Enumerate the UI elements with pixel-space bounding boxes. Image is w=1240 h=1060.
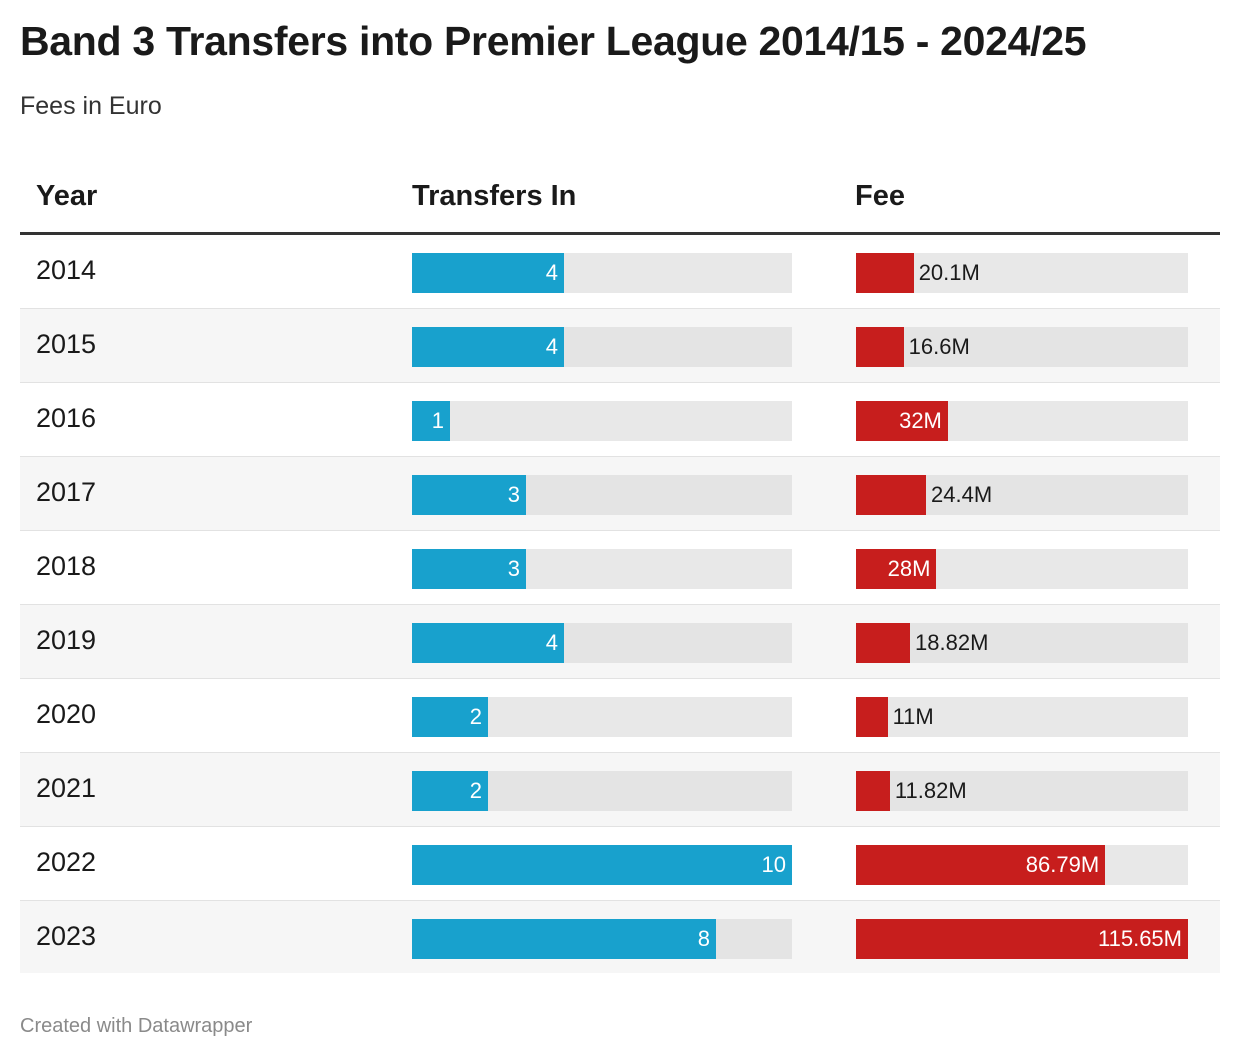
transfers-bar-track: 2 [412,771,792,811]
fee-bar [856,771,890,811]
fee-bar-track: 115.65M [856,919,1188,959]
year-cell: 2016 [36,403,97,433]
year-cell: 2014 [36,255,97,285]
transfers-bar-track: 4 [412,253,792,293]
year-cell: 2019 [36,625,97,655]
fee-bar-track: 32M [856,401,1188,441]
fee-bar [856,401,948,441]
transfers-value-label: 2 [469,704,482,729]
table-row: 2018 3 28M [20,531,1220,605]
year-cell: 2018 [36,551,97,581]
column-header-transfers-in[interactable]: Transfers In [412,180,577,212]
data-table: Year Transfers In Fee 2014 4 20.1M 2015 4 16.… [20,160,1220,973]
transfers-bar [412,771,488,811]
transfers-bar [412,697,488,737]
column-header-year[interactable]: Year [36,180,98,212]
transfers-value-label: 3 [507,556,520,581]
fee-bar [856,327,904,367]
chart-title: Band 3 Transfers into Premier League 201… [20,18,1087,64]
transfers-bar-track: 4 [412,623,792,663]
transfers-bar-track: 3 [412,475,792,515]
year-cell: 2021 [36,773,97,803]
fee-bar-track: 16.6M [856,327,1188,367]
transfers-bar [412,475,526,515]
fee-bar [856,623,911,663]
fee-bar-track: 86.79M [856,845,1188,885]
fee-bar [856,475,927,515]
transfers-bar [412,845,792,885]
fee-value-label: 32M [899,408,942,433]
year-cell: 2023 [36,921,97,951]
fee-value-label: 86.79M [1025,852,1100,877]
table-row: 2015 4 16.6M [20,309,1220,383]
table-row: 2016 1 32M [20,383,1220,457]
fee-value-label: 18.82M [915,630,989,655]
table-row: 2020 2 11M [20,679,1220,753]
transfers-bar [412,401,450,441]
credit-footer: Created with Datawrapper [20,1015,253,1037]
transfers-value-label: 10 [761,852,786,877]
transfers-value-label: 4 [545,334,558,359]
table-row: 2022 10 86.79M [20,827,1220,901]
fee-bar-track: 11.82M [856,771,1188,811]
year-cell: 2020 [36,699,97,729]
transfers-bar-track: 4 [412,327,792,367]
fee-bar [856,549,937,589]
column-header-fee[interactable]: Fee [855,180,905,212]
transfers-bar-track: 3 [412,549,792,589]
fee-value-label: 115.65M [1098,926,1182,951]
transfers-bar [412,549,526,589]
fee-bar-track: 24.4M [856,475,1188,515]
table-row: 2014 4 20.1M [20,235,1220,309]
transfers-bar-track: 8 [412,919,792,959]
table-body: 2014 4 20.1M 2015 4 16.6M 2016 1 32M 2017 3 24.4M 20… [20,235,1220,973]
year-cell: 2015 [36,329,97,359]
transfers-value-label: 4 [545,260,558,285]
fee-bar-track: 28M [856,549,1188,589]
chart-subtitle: Fees in Euro [20,92,162,120]
transfers-value-label: 8 [697,926,710,951]
fee-bar [856,919,1188,959]
table-row: 2017 3 24.4M [20,457,1220,531]
transfers-bar-track: 2 [412,697,792,737]
transfers-value-label: 1 [431,408,444,433]
fee-value-label: 20.1M [918,260,980,285]
fee-bar [856,253,914,293]
year-cell: 2022 [36,847,97,877]
fee-value-label: 16.6M [908,334,970,359]
fee-bar-track: 18.82M [856,623,1188,663]
transfers-bar [412,253,564,293]
fee-bar-track: 11M [856,697,1188,737]
transfers-value-label: 4 [545,630,558,655]
transfers-bar-track: 1 [412,401,792,441]
transfers-value-label: 2 [469,778,482,803]
year-cell: 2017 [36,477,97,507]
table-header: Year Transfers In Fee [20,160,1220,235]
fee-value-label: 11.82M [894,778,967,803]
transfers-bar [412,623,564,663]
table-row: 2021 2 11.82M [20,753,1220,827]
fee-value-label: 28M [887,556,931,581]
transfers-bar [412,327,564,367]
fee-bar [856,697,888,737]
fee-bar [856,845,1106,885]
transfers-value-label: 3 [507,482,520,507]
table-row: 2023 8 115.65M [20,901,1220,973]
fee-bar-track: 20.1M [856,253,1188,293]
fee-value-label: 11M [892,704,934,729]
fee-value-label: 24.4M [931,482,993,507]
transfers-bar [412,919,716,959]
table-row: 2019 4 18.82M [20,605,1220,679]
transfers-bar-track: 10 [412,845,792,885]
